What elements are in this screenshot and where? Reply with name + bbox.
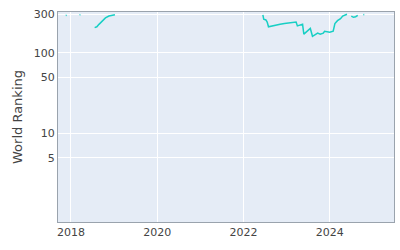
svg-text:World Ranking: World Ranking	[10, 70, 25, 164]
svg-text:2022: 2022	[229, 226, 257, 239]
svg-text:50: 50	[41, 71, 55, 84]
svg-text:2024: 2024	[316, 226, 344, 239]
svg-text:10: 10	[41, 127, 55, 140]
svg-text:2020: 2020	[143, 226, 171, 239]
svg-text:2018: 2018	[57, 226, 85, 239]
svg-text:5: 5	[48, 152, 55, 165]
svg-text:300: 300	[34, 8, 55, 21]
svg-text:100: 100	[34, 47, 55, 60]
